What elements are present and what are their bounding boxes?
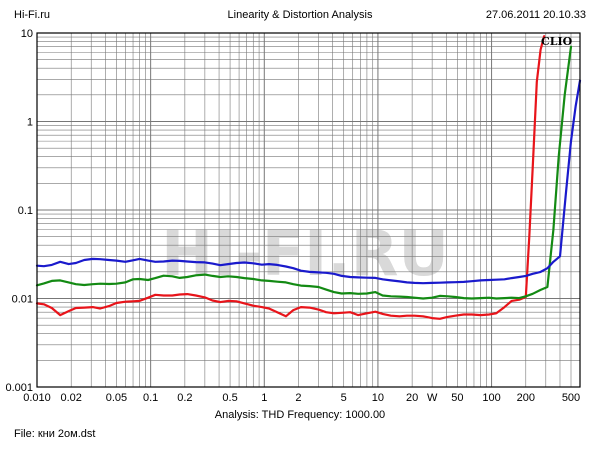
x-tick-label: 0.1 [143, 392, 158, 404]
y-tick-label: 0.1 [18, 205, 33, 217]
x-tick-label: 500 [562, 392, 580, 404]
x-tick-label: 20 [406, 392, 418, 404]
watermark-text: HI-FI.RU [161, 217, 449, 290]
plot-frame [36, 32, 581, 388]
x-tick-label: 2 [295, 392, 301, 404]
x-tick-label: 0.2 [177, 392, 192, 404]
x-tick-label: 10 [372, 392, 384, 404]
y-tick-label: 1 [27, 117, 33, 129]
x-tick-label: 0.05 [106, 392, 127, 404]
y-tick-label: 0.01 [12, 294, 33, 306]
series-line-2 [35, 45, 573, 300]
x-tick-label: 200 [517, 392, 535, 404]
x-tick-label: W [427, 392, 438, 404]
y-tick-label: 10 [21, 28, 33, 40]
file-name: File: кни 2ом.dst [14, 428, 96, 440]
chart-series [35, 35, 582, 320]
y-tick-label: 0.001 [5, 382, 33, 394]
series-line-1 [35, 35, 546, 320]
x-tick-label: 0.010 [23, 392, 51, 404]
x-tick-label: 0.02 [60, 392, 81, 404]
clio-logo: CLIO [541, 35, 573, 48]
analysis-caption: Analysis: THD Frequency: 1000.00 [214, 409, 386, 421]
chart-title: Linearity & Distortion Analysis [227, 9, 373, 21]
x-tick-label: 1 [261, 392, 267, 404]
site-name: Hi-Fi.ru [14, 9, 51, 21]
x-tick-label: 50 [451, 392, 463, 404]
x-tick-label: 0.5 [222, 392, 237, 404]
timestamp: 27.06.2011 20.10.33 [485, 9, 586, 21]
chart-grid [36, 33, 581, 388]
axis-ticks: 0.010 0.02 0.05 0.1 0.2 0.5 1 2 5 10 20 W 50 100 200 50… [5, 28, 580, 404]
watermark: HI-FI.RU [161, 217, 449, 290]
x-tick-label: 5 [341, 392, 347, 404]
x-tick-label: 100 [482, 392, 500, 404]
series-line-3 [35, 79, 582, 285]
